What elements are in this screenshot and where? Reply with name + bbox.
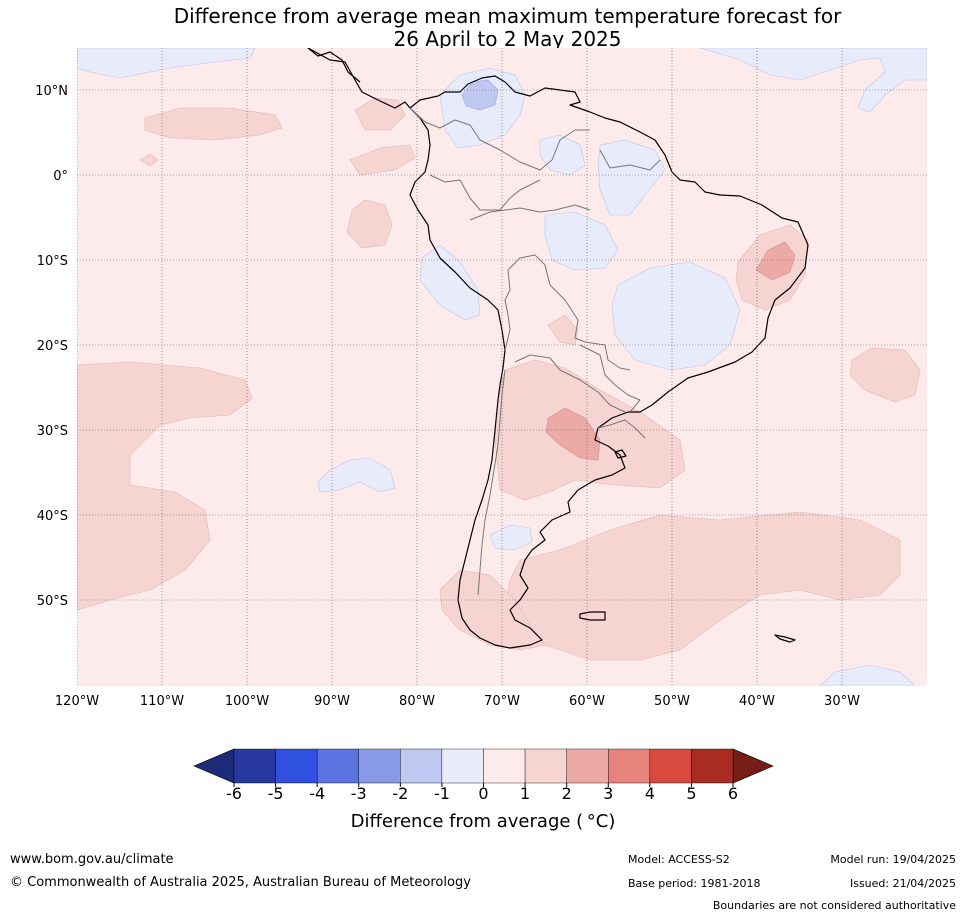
colorbar-tick-label: 1 bbox=[520, 784, 530, 803]
contour-guyana-cool bbox=[539, 134, 586, 176]
colorbar-segment bbox=[441, 748, 484, 784]
colorbar-segment bbox=[608, 748, 651, 784]
lat-label: 10°N bbox=[35, 84, 68, 99]
contour-pacific-ne-cool bbox=[77, 48, 256, 79]
colorbar: -6 -5 -4 -3 -2 -1 0 1 2 3 4 5 6 Difference from aver… bbox=[193, 748, 774, 832]
colorbar-segment bbox=[649, 748, 692, 784]
country-borders bbox=[409, 107, 661, 596]
lon-label: 120°W bbox=[55, 694, 99, 709]
footer-disclaimer: Boundaries are not considered authoritat… bbox=[712, 899, 956, 912]
central-america-coast bbox=[307, 48, 361, 83]
colorbar-tick-label: 6 bbox=[728, 784, 738, 803]
border-colombia bbox=[409, 107, 456, 129]
contour-bolivia bbox=[547, 314, 579, 346]
colorbar-segment bbox=[400, 748, 443, 784]
border-argentina-north bbox=[514, 354, 626, 413]
footer-base-period: Base period: 1981-2018 bbox=[628, 877, 761, 890]
title-line-2: 26 April to 2 May 2025 bbox=[393, 27, 622, 51]
colorbar-low-extend bbox=[193, 748, 235, 784]
colorbar-tick-label: -3 bbox=[351, 784, 367, 803]
lon-label: 80°W bbox=[399, 694, 435, 709]
contour-brazil-warm bbox=[755, 241, 796, 281]
colorbar-tick-label: -1 bbox=[434, 784, 450, 803]
contour-pacific-tropics bbox=[144, 107, 283, 141]
colorbar-tick-label: 0 bbox=[478, 784, 488, 803]
lon-label: 100°W bbox=[225, 694, 269, 709]
chart-title: Difference from average mean maximum tem… bbox=[0, 5, 965, 51]
colorbar-tick-label: 3 bbox=[603, 784, 613, 803]
contour-south-corner-cool bbox=[819, 664, 916, 686]
colorbar-segment bbox=[233, 748, 276, 784]
contour-equator-blob bbox=[349, 144, 416, 176]
colorbar-tick-label: 4 bbox=[645, 784, 655, 803]
footer-copyright: © Commonwealth of Australia 2025, Austra… bbox=[10, 875, 471, 890]
colorbar-tick-label: 2 bbox=[562, 784, 572, 803]
border-guianas bbox=[599, 149, 661, 171]
footer-model: Model: ACCESS-S2 bbox=[628, 853, 730, 866]
footer-issued: Issued: 21/04/2025 bbox=[849, 877, 956, 890]
contour-pacific-sw-cool bbox=[317, 457, 396, 493]
contour-guiana-cool bbox=[597, 139, 666, 216]
south-america-coastline bbox=[307, 48, 809, 649]
footer-website[interactable]: www.bom.gov.au/climate bbox=[10, 852, 174, 867]
border-peru-north bbox=[429, 174, 541, 211]
contour-argentina-warm bbox=[545, 407, 601, 461]
lon-label: 60°W bbox=[569, 694, 605, 709]
lon-label: 70°W bbox=[484, 694, 520, 709]
contour-amazon-cool bbox=[544, 211, 619, 271]
contour-peru-cool bbox=[419, 244, 481, 321]
lagoa-dos-patos bbox=[614, 449, 627, 459]
lat-label: 50°S bbox=[37, 594, 68, 609]
contour-chile-cool bbox=[489, 524, 533, 551]
lat-label: 40°S bbox=[37, 509, 68, 524]
lat-label: 0° bbox=[53, 169, 68, 184]
border-paraguay bbox=[579, 344, 641, 413]
colorbar-tick-label: -5 bbox=[268, 784, 284, 803]
lon-label: 90°W bbox=[314, 694, 350, 709]
colorbar-segment bbox=[524, 748, 567, 784]
colorbar-high-extend bbox=[732, 748, 774, 784]
border-uruguay bbox=[597, 419, 646, 439]
longitude-labels: 120°W 110°W 100°W 90°W 80°W 70°W 60°W 50… bbox=[55, 694, 860, 709]
colorbar-label: Difference from average ( °C) bbox=[351, 811, 616, 832]
latitude-labels: 10°N 0° 10°S 20°S 30°S 40°S 50°S bbox=[35, 84, 68, 609]
lon-label: 30°W bbox=[824, 694, 860, 709]
border-brazil-west bbox=[469, 204, 591, 221]
colorbar-tick-label: 5 bbox=[686, 784, 696, 803]
colorbar-segment bbox=[483, 748, 526, 784]
colorbar-tick-label: -4 bbox=[309, 784, 325, 803]
title-line-1: Difference from average mean maximum tem… bbox=[173, 4, 842, 28]
graticule bbox=[77, 48, 927, 686]
coastlines bbox=[307, 48, 809, 649]
contour-pacific-south bbox=[77, 361, 253, 611]
colorbar-segment bbox=[358, 748, 401, 784]
colorbar-tick-label: -2 bbox=[392, 784, 408, 803]
contour-atlantic-east bbox=[849, 347, 921, 403]
lat-label: 20°S bbox=[37, 339, 68, 354]
lat-label: 10°S bbox=[37, 254, 68, 269]
anomaly-contours bbox=[77, 48, 927, 686]
falklands bbox=[579, 611, 606, 621]
colorbar-segment bbox=[566, 748, 609, 784]
border-venezuela bbox=[454, 119, 590, 171]
lat-label: 30°S bbox=[37, 424, 68, 439]
colorbar-segment bbox=[316, 748, 359, 784]
colorbar-tick-label: -6 bbox=[226, 784, 242, 803]
contour-small-pacific bbox=[139, 153, 159, 167]
contour-coast-blob bbox=[346, 199, 393, 249]
lon-label: 40°W bbox=[739, 694, 775, 709]
contour-brazil-central-cool bbox=[611, 261, 741, 371]
south-georgia bbox=[774, 634, 796, 643]
colorbar-segment bbox=[275, 748, 318, 784]
footer-model-run: Model run: 19/04/2025 bbox=[830, 853, 956, 866]
border-argentina-chile bbox=[477, 369, 506, 596]
lon-label: 110°W bbox=[140, 694, 184, 709]
lon-label: 50°W bbox=[654, 694, 690, 709]
border-bolivia bbox=[549, 284, 631, 371]
colorbar-segment bbox=[691, 748, 734, 784]
